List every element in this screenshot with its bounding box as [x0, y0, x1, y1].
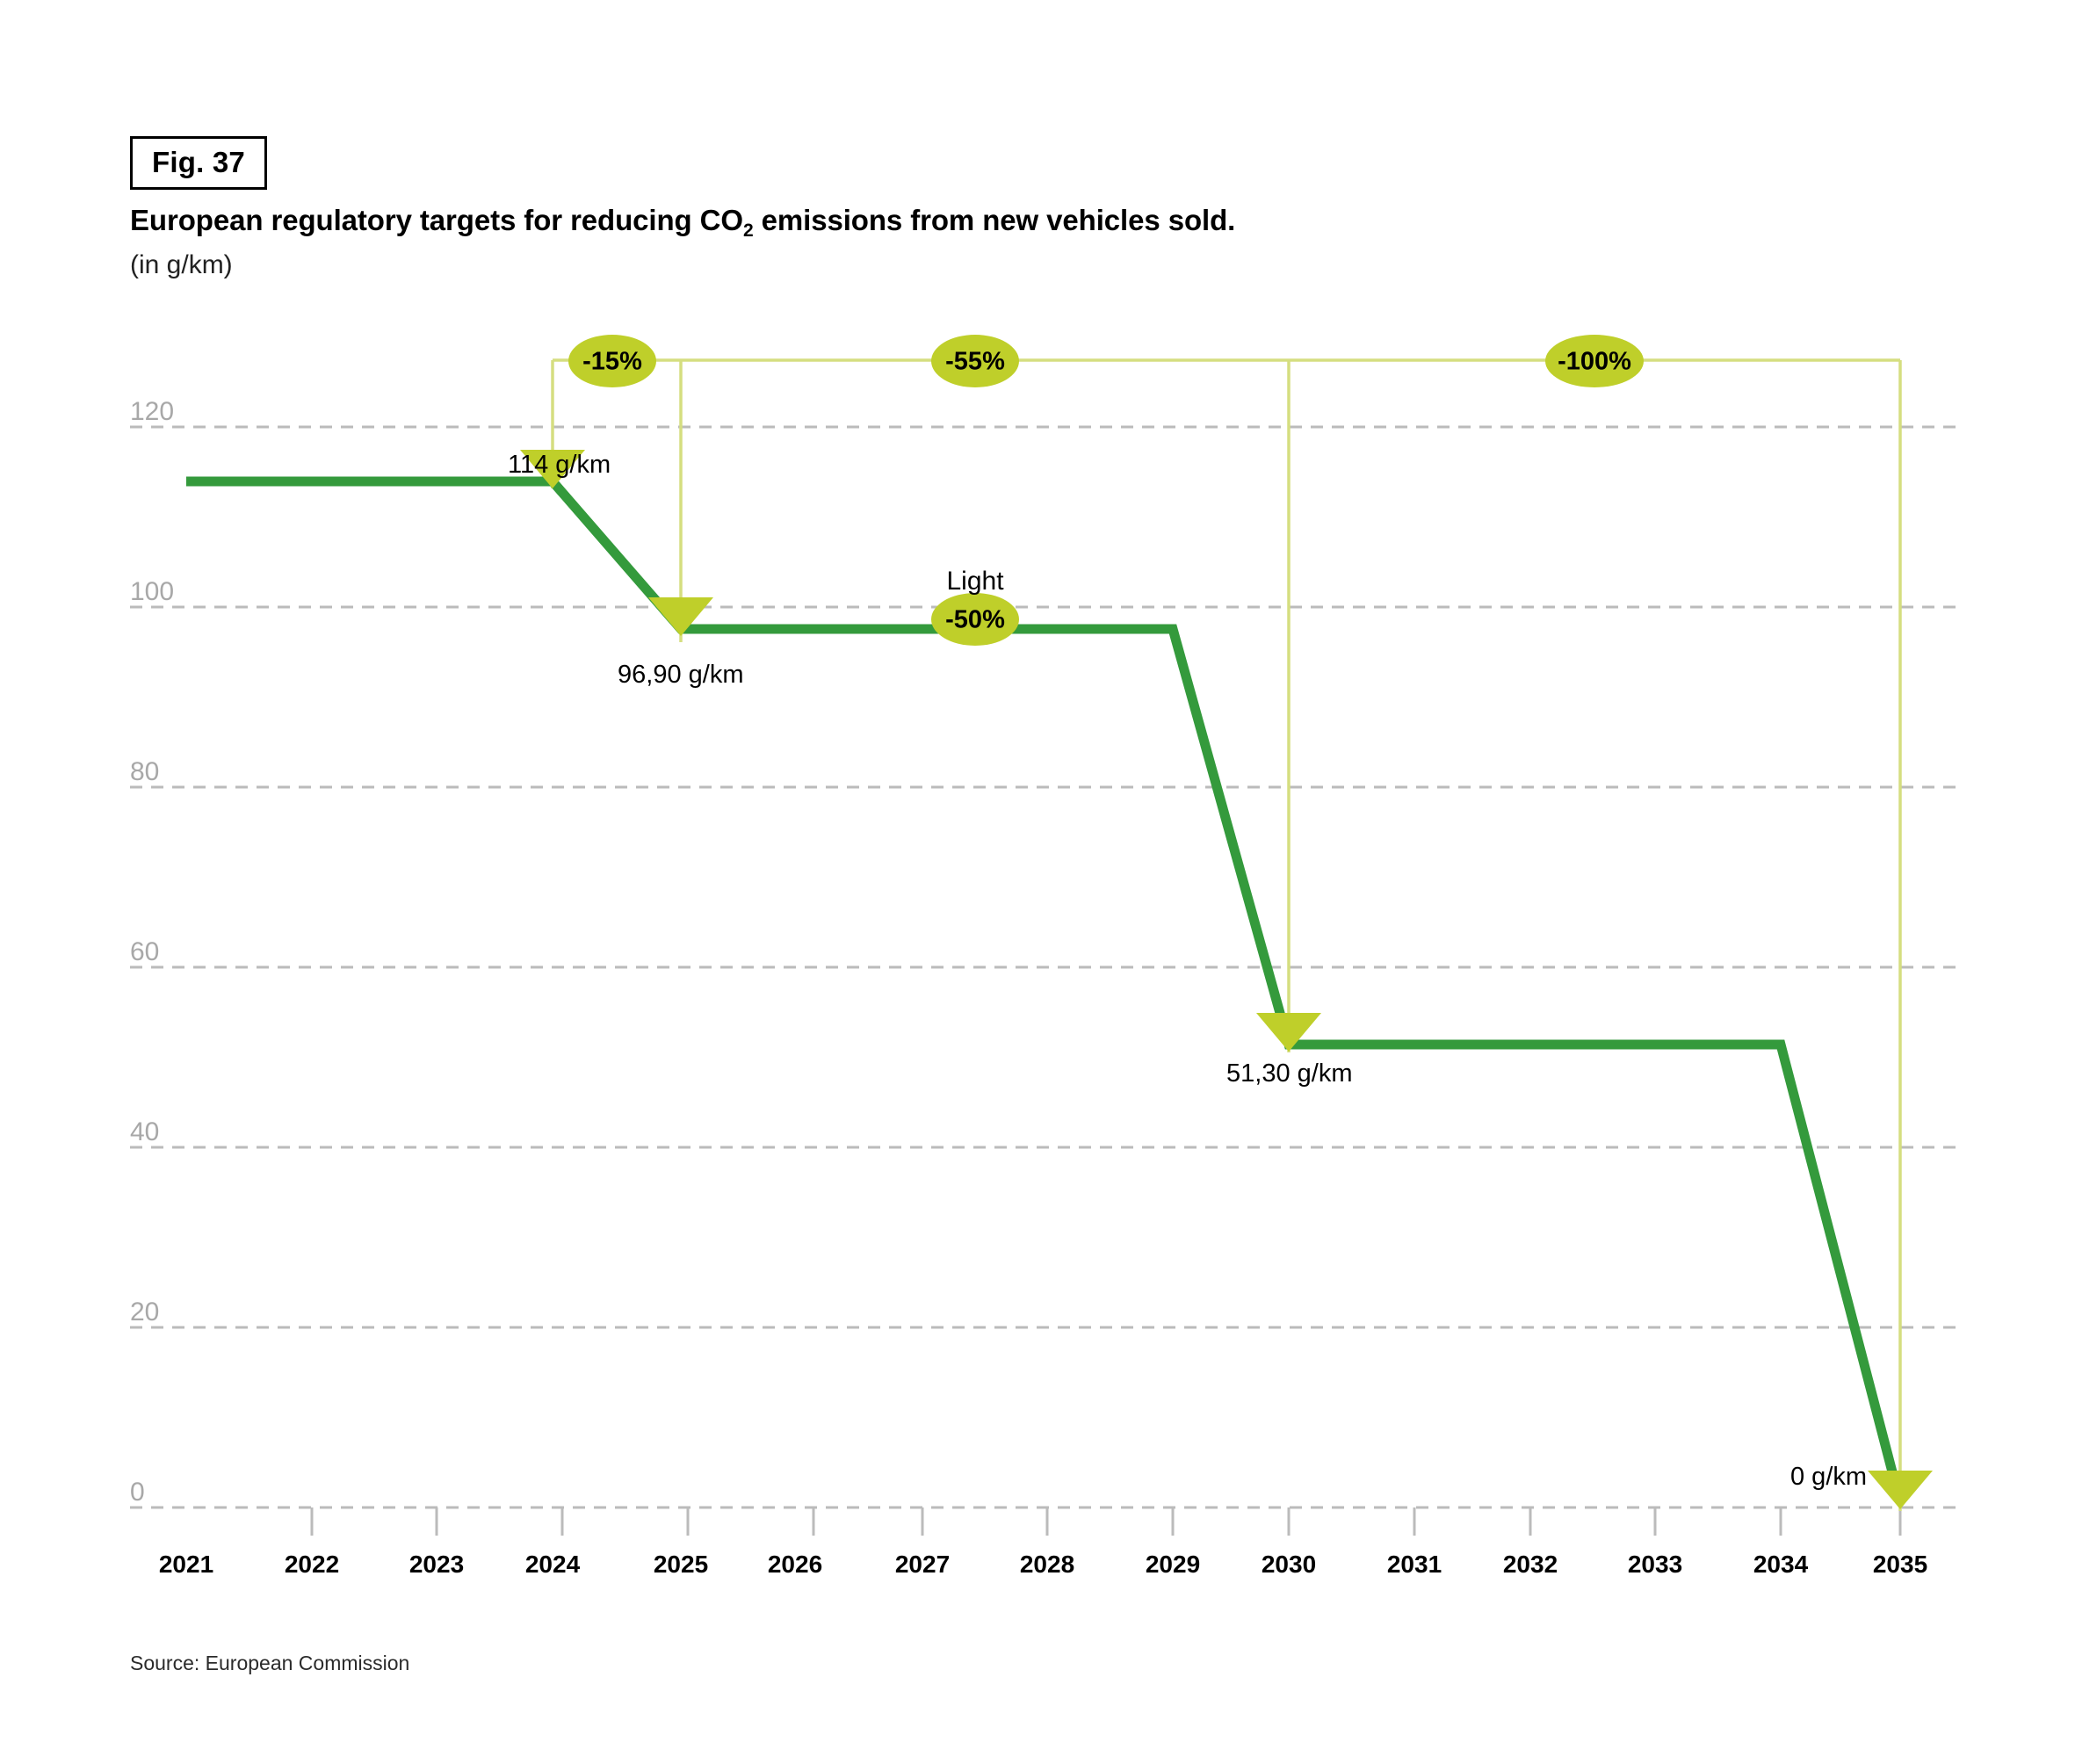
x-axis-label-2022: 2022 — [284, 1551, 340, 1578]
target-line-series — [186, 476, 1905, 1504]
x-axis-label-2031: 2031 — [1386, 1551, 1442, 1578]
light-vehicle-annotation: Light — [946, 567, 1004, 596]
x-axis-label-2033: 2033 — [1627, 1551, 1683, 1578]
x-axis-label-2027: 2027 — [894, 1551, 951, 1578]
y-axis-label-40: 40 — [130, 1117, 160, 1146]
x-axis-label-2035: 2035 — [1872, 1551, 1928, 1578]
title-part-2: emissions from new vehicles sold. — [753, 204, 1236, 236]
x-axis-label-2023: 2023 — [408, 1551, 465, 1578]
reduction-badge-100-label: -100% — [1558, 347, 1631, 376]
down-arrow-icon-2035 — [1868, 1471, 1933, 1509]
x-axis-label-2030: 2030 — [1261, 1551, 1317, 1578]
figure-number-badge: Fig. 37 — [130, 136, 267, 190]
data-point-markers — [520, 450, 1933, 1509]
x-axis-ticks — [310, 1507, 1902, 1536]
x-axis-label-2024: 2024 — [524, 1551, 581, 1578]
x-axis-label-2029: 2029 — [1145, 1551, 1201, 1578]
x-axis-label-2034: 2034 — [1753, 1551, 1809, 1578]
title-part-1: European regulatory targets for reducing… — [130, 204, 743, 236]
x-axis-label-2025: 2025 — [653, 1551, 709, 1578]
data-label-0: 0 g/km — [1790, 1463, 1868, 1491]
reduction-badge-55-label: -55% — [945, 347, 1005, 376]
badge-ellipse-50 — [931, 593, 1019, 646]
data-label-96-90: 96,90 g/km — [618, 661, 744, 689]
down-arrow-icon-2024 — [520, 450, 585, 488]
x-axis-label-2028: 2028 — [1019, 1551, 1075, 1578]
down-arrow-icon-2025 — [648, 597, 713, 636]
y-axis-label-100: 100 — [130, 577, 175, 606]
data-label-114: 114 g/km — [508, 451, 611, 479]
data-label-51-30: 51,30 g/km — [1226, 1059, 1353, 1088]
x-axis-label-2032: 2032 — [1502, 1551, 1558, 1578]
x-axis-label-2026: 2026 — [767, 1551, 823, 1578]
source-note: Source: European Commission — [130, 1652, 410, 1674]
y-axis-label-20: 20 — [130, 1298, 160, 1327]
title-subscript: 2 — [742, 220, 754, 241]
badge-ellipse-15 — [568, 335, 656, 387]
page-title: European regulatory targets for reducing… — [130, 204, 1236, 241]
reduction-bracket-lines — [551, 358, 1902, 1511]
reduction-badge-50-label: -50% — [945, 605, 1005, 634]
y-axis-label-120: 120 — [130, 397, 175, 426]
y-axis-label-80: 80 — [130, 757, 160, 786]
gridlines — [130, 425, 1959, 1509]
reduction-badges — [568, 335, 1644, 646]
y-axis-label-0: 0 — [130, 1478, 145, 1507]
down-arrow-icon-2030 — [1256, 1013, 1321, 1052]
badge-ellipse-100 — [1545, 335, 1644, 387]
chart-subtitle: (in g/km) — [130, 250, 233, 279]
badge-ellipse-55 — [931, 335, 1019, 387]
y-axis-label-60: 60 — [130, 937, 160, 966]
x-axis-label-2021: 2021 — [158, 1551, 214, 1578]
reduction-badge-15-label: -15% — [582, 347, 642, 376]
